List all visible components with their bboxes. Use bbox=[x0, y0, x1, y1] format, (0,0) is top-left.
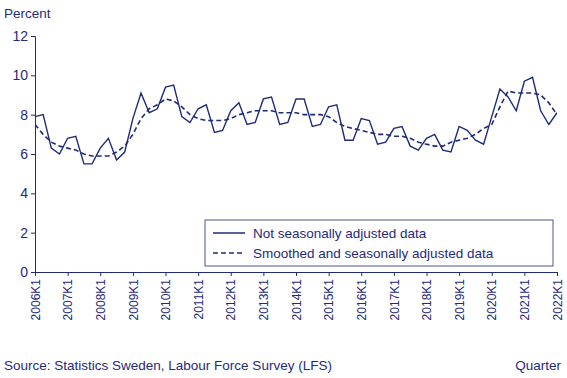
y-tick: 4 bbox=[20, 185, 35, 201]
x-axis-title: Quarter bbox=[515, 358, 561, 373]
x-tick-mark bbox=[263, 272, 264, 276]
y-tick-label: 4 bbox=[20, 185, 28, 201]
x-tick-mark bbox=[492, 272, 493, 276]
x-tick-mark bbox=[231, 272, 232, 276]
series-line bbox=[35, 77, 557, 164]
x-tick-label: 2006K1 bbox=[29, 279, 43, 321]
x-tick-mark bbox=[557, 272, 558, 276]
x-tick-mark bbox=[329, 272, 330, 276]
lines bbox=[35, 77, 557, 164]
x-tick-mark bbox=[198, 272, 199, 276]
x-tick-mark bbox=[35, 272, 36, 276]
x-tick: 2011K1 bbox=[192, 272, 206, 319]
legend-label: Smoothed and seasonally adjusted data bbox=[253, 246, 494, 261]
y-tick-mark bbox=[31, 115, 35, 116]
y-tick: 10 bbox=[12, 67, 35, 83]
x-tick: 2021K1 bbox=[518, 272, 532, 320]
x-tick-mark bbox=[361, 272, 362, 276]
x-tick: 2022K1 bbox=[551, 272, 565, 320]
x-tick-label: 2012K1 bbox=[224, 279, 238, 321]
chart: 0246810122006K12007K12008K12009K12010K12… bbox=[0, 0, 567, 378]
y-tick-mark bbox=[31, 272, 35, 273]
y-tick: 8 bbox=[20, 107, 35, 123]
x-tick-label: 2020K1 bbox=[485, 279, 499, 321]
x-tick: 2018K1 bbox=[420, 272, 434, 320]
x-tick-mark bbox=[133, 272, 134, 276]
y-tick-mark bbox=[31, 233, 35, 234]
x-tick-mark bbox=[166, 272, 167, 276]
y-tick: 0 bbox=[20, 264, 35, 280]
x-tick: 2017K1 bbox=[388, 272, 402, 320]
x-tick: 2009K1 bbox=[127, 272, 141, 320]
x-tick-label: 2016K1 bbox=[355, 279, 369, 321]
x-tick-mark bbox=[427, 272, 428, 276]
x-tick-label: 2008K1 bbox=[94, 279, 108, 321]
y-tick: 6 bbox=[20, 146, 35, 162]
x-tick-label: 2018K1 bbox=[420, 279, 434, 321]
y-tick-label: 10 bbox=[12, 67, 28, 83]
x-tick-label: 2017K1 bbox=[388, 279, 402, 321]
x-tick: 2010K1 bbox=[159, 272, 173, 320]
x-tick-label: 2007K1 bbox=[61, 279, 75, 321]
y-tick-mark bbox=[31, 75, 35, 76]
x-tick: 2006K1 bbox=[29, 272, 43, 320]
x-tick: 2007K1 bbox=[61, 272, 75, 320]
plot: 0246810122006K12007K12008K12009K12010K12… bbox=[12, 28, 564, 320]
y-tick-label: 0 bbox=[20, 264, 28, 280]
source: Source: Statistics Sweden, Labour Force … bbox=[4, 358, 332, 373]
y-tick-label: 8 bbox=[20, 107, 28, 123]
x-tick-mark bbox=[394, 272, 395, 276]
x-tick: 2008K1 bbox=[94, 272, 108, 320]
y-axis-line bbox=[31, 37, 36, 273]
x-tick-label: 2010K1 bbox=[159, 279, 173, 321]
x-tick-label: 2021K1 bbox=[518, 279, 532, 321]
x-tick-mark bbox=[68, 272, 69, 276]
x-tick: 2014K1 bbox=[290, 272, 304, 320]
y-tick-mark bbox=[31, 193, 35, 194]
series-line bbox=[35, 91, 557, 156]
legend-box bbox=[205, 220, 553, 266]
y-axis: 0 2 4 6 8 10 12 bbox=[12, 28, 35, 280]
x-tick-mark bbox=[296, 272, 297, 276]
y-tick-mark bbox=[31, 154, 35, 155]
legend-swatch bbox=[213, 252, 245, 254]
x-tick-label: 2015K1 bbox=[322, 279, 336, 321]
y-tick: 12 bbox=[12, 28, 35, 44]
x-tick: 2016K1 bbox=[355, 272, 369, 320]
x-tick-label: 2013K1 bbox=[257, 279, 271, 321]
x-tick: 2020K1 bbox=[485, 272, 499, 320]
x-tick: 2013K1 bbox=[257, 272, 271, 320]
x-tick: 2015K1 bbox=[322, 272, 336, 320]
x-tick-mark bbox=[459, 272, 460, 276]
x-tick-label: 2019K1 bbox=[453, 279, 467, 321]
y-axis-title: Percent bbox=[4, 6, 51, 21]
legend-label: Not seasonally adjusted data bbox=[253, 226, 427, 241]
y-tick: 2 bbox=[20, 225, 35, 241]
x-tick-label: 2011K1 bbox=[192, 279, 206, 320]
y-tick-mark bbox=[31, 36, 35, 37]
x-tick-label: 2014K1 bbox=[290, 279, 304, 321]
x-tick-mark bbox=[524, 272, 525, 276]
x-tick-label: 2022K1 bbox=[551, 279, 565, 321]
x-tick: 2019K1 bbox=[453, 272, 467, 320]
legend: Not seasonally adjusted data Smoothed and… bbox=[205, 220, 553, 266]
y-tick-label: 2 bbox=[20, 225, 28, 241]
legend-swatch bbox=[213, 232, 245, 234]
x-tick-mark bbox=[100, 272, 101, 276]
y-tick-label: 12 bbox=[12, 28, 28, 44]
x-axis: 2006K1 2007K1 2008K1 2009K1 2010K1 2011K1 2012… bbox=[29, 272, 565, 320]
x-tick-label: 2009K1 bbox=[127, 279, 141, 321]
x-tick: 2012K1 bbox=[224, 272, 238, 320]
x-axis-line bbox=[36, 273, 558, 277]
y-tick-label: 6 bbox=[20, 146, 28, 162]
